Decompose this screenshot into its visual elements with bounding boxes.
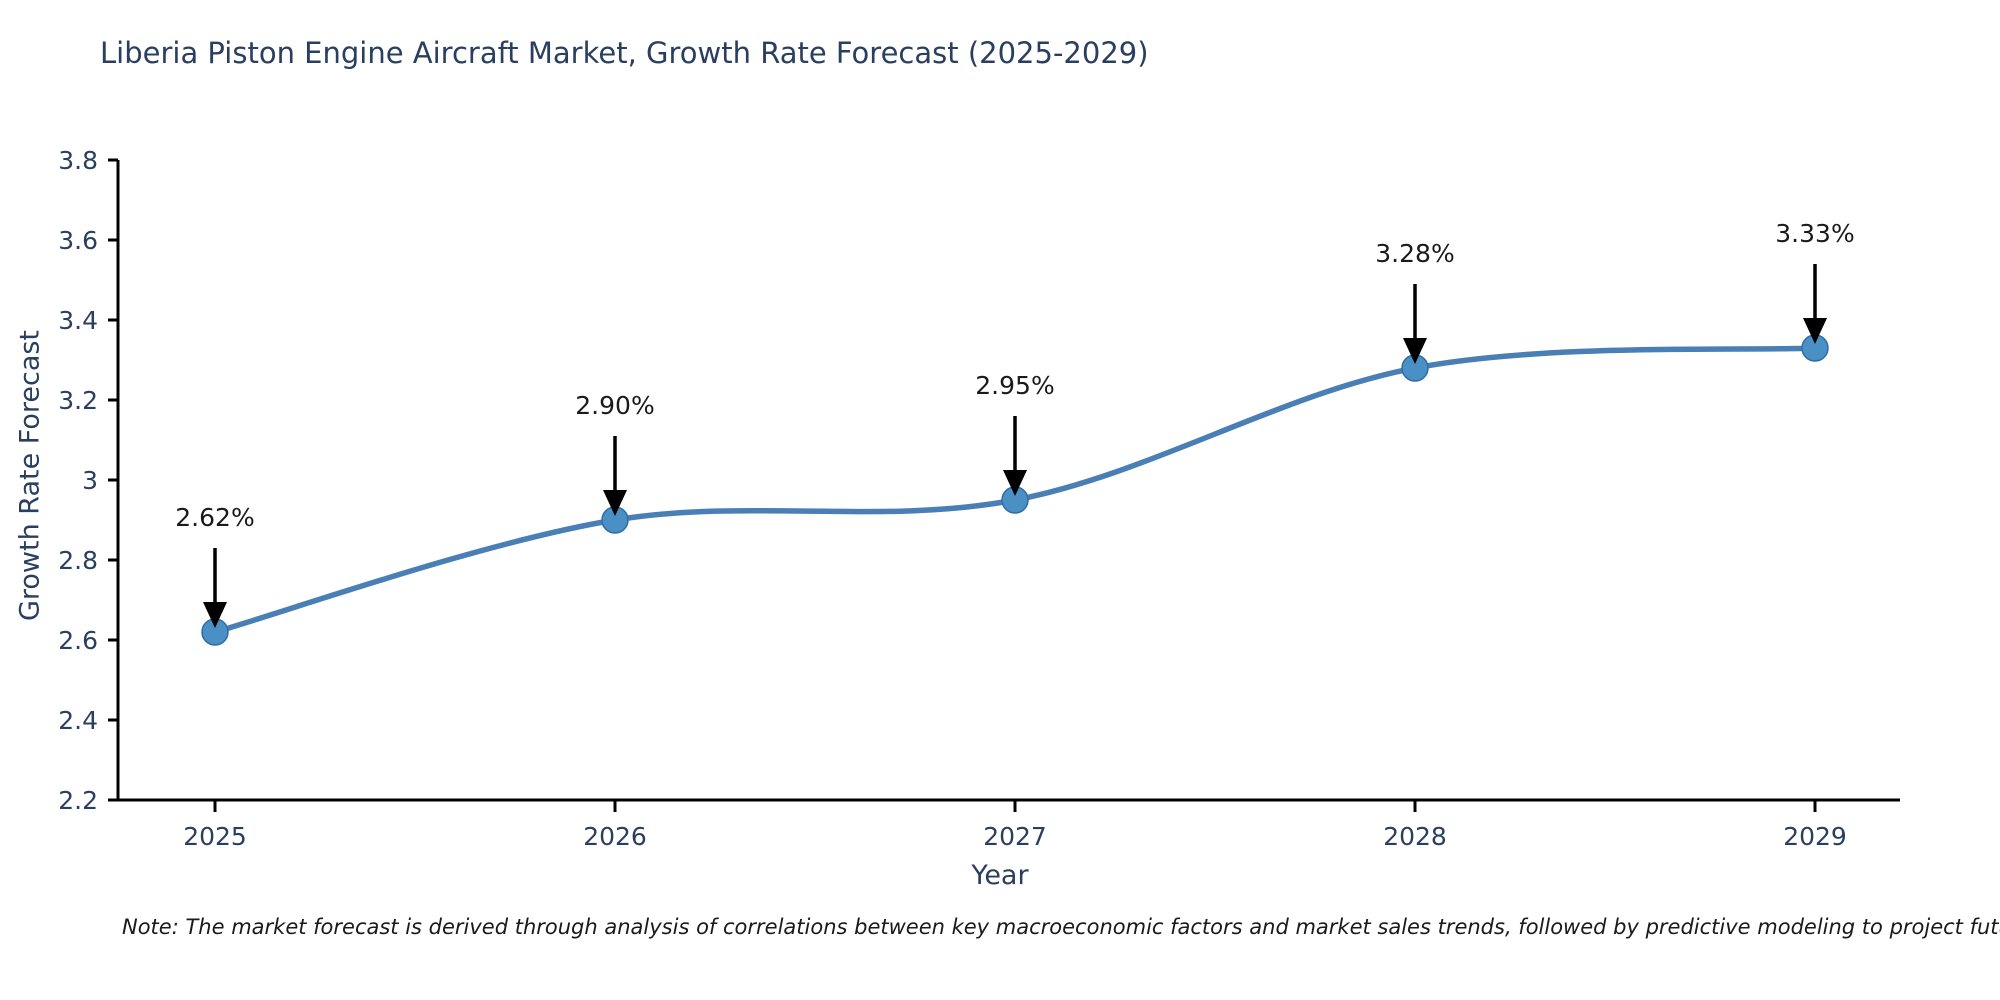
svg-text:2028: 2028 — [1383, 822, 1447, 851]
svg-text:3.2: 3.2 — [58, 386, 98, 415]
svg-text:2029: 2029 — [1783, 822, 1847, 851]
annotation-arrow-head — [1003, 470, 1027, 496]
chart-footnote: Note: The market forecast is derived thr… — [122, 915, 2000, 939]
svg-text:2026: 2026 — [583, 822, 647, 851]
annotation-arrow-head — [603, 490, 627, 516]
data-point-markers — [201, 334, 1829, 646]
svg-text:2025: 2025 — [183, 822, 247, 851]
x-axis-title: Year — [971, 860, 1029, 891]
data-point-annotations: 2.62% 2.90% 2.95% 3.28% 3.33% — [175, 219, 1855, 628]
svg-text:2.6: 2.6 — [58, 626, 98, 655]
svg-text:2027: 2027 — [983, 822, 1047, 851]
annotation-label: 2.90% — [575, 391, 654, 420]
svg-text:2.2: 2.2 — [58, 786, 98, 815]
svg-text:2.8: 2.8 — [58, 546, 98, 575]
chart-title: Liberia Piston Engine Aircraft Market, G… — [100, 36, 1149, 70]
annotation-arrow-head — [1803, 318, 1827, 344]
x-axis-ticks: 2025 2026 2027 2028 2029 — [183, 800, 1847, 851]
svg-text:2.4: 2.4 — [58, 706, 98, 735]
y-axis-ticks: 3.8 3.6 3.4 3.2 3 2.8 2.6 2.4 2.2 — [58, 146, 118, 815]
svg-text:3.6: 3.6 — [58, 226, 98, 255]
svg-text:3.8: 3.8 — [58, 146, 98, 175]
annotation-label: 2.62% — [175, 503, 254, 532]
svg-text:3: 3 — [82, 466, 98, 495]
annotation-arrow-head — [203, 602, 227, 628]
annotation-arrow-head — [1403, 338, 1427, 364]
svg-text:3.4: 3.4 — [58, 306, 98, 335]
annotation-label: 2.95% — [975, 371, 1054, 400]
annotation-label: 3.28% — [1375, 239, 1454, 268]
annotation-label: 3.33% — [1775, 219, 1854, 248]
